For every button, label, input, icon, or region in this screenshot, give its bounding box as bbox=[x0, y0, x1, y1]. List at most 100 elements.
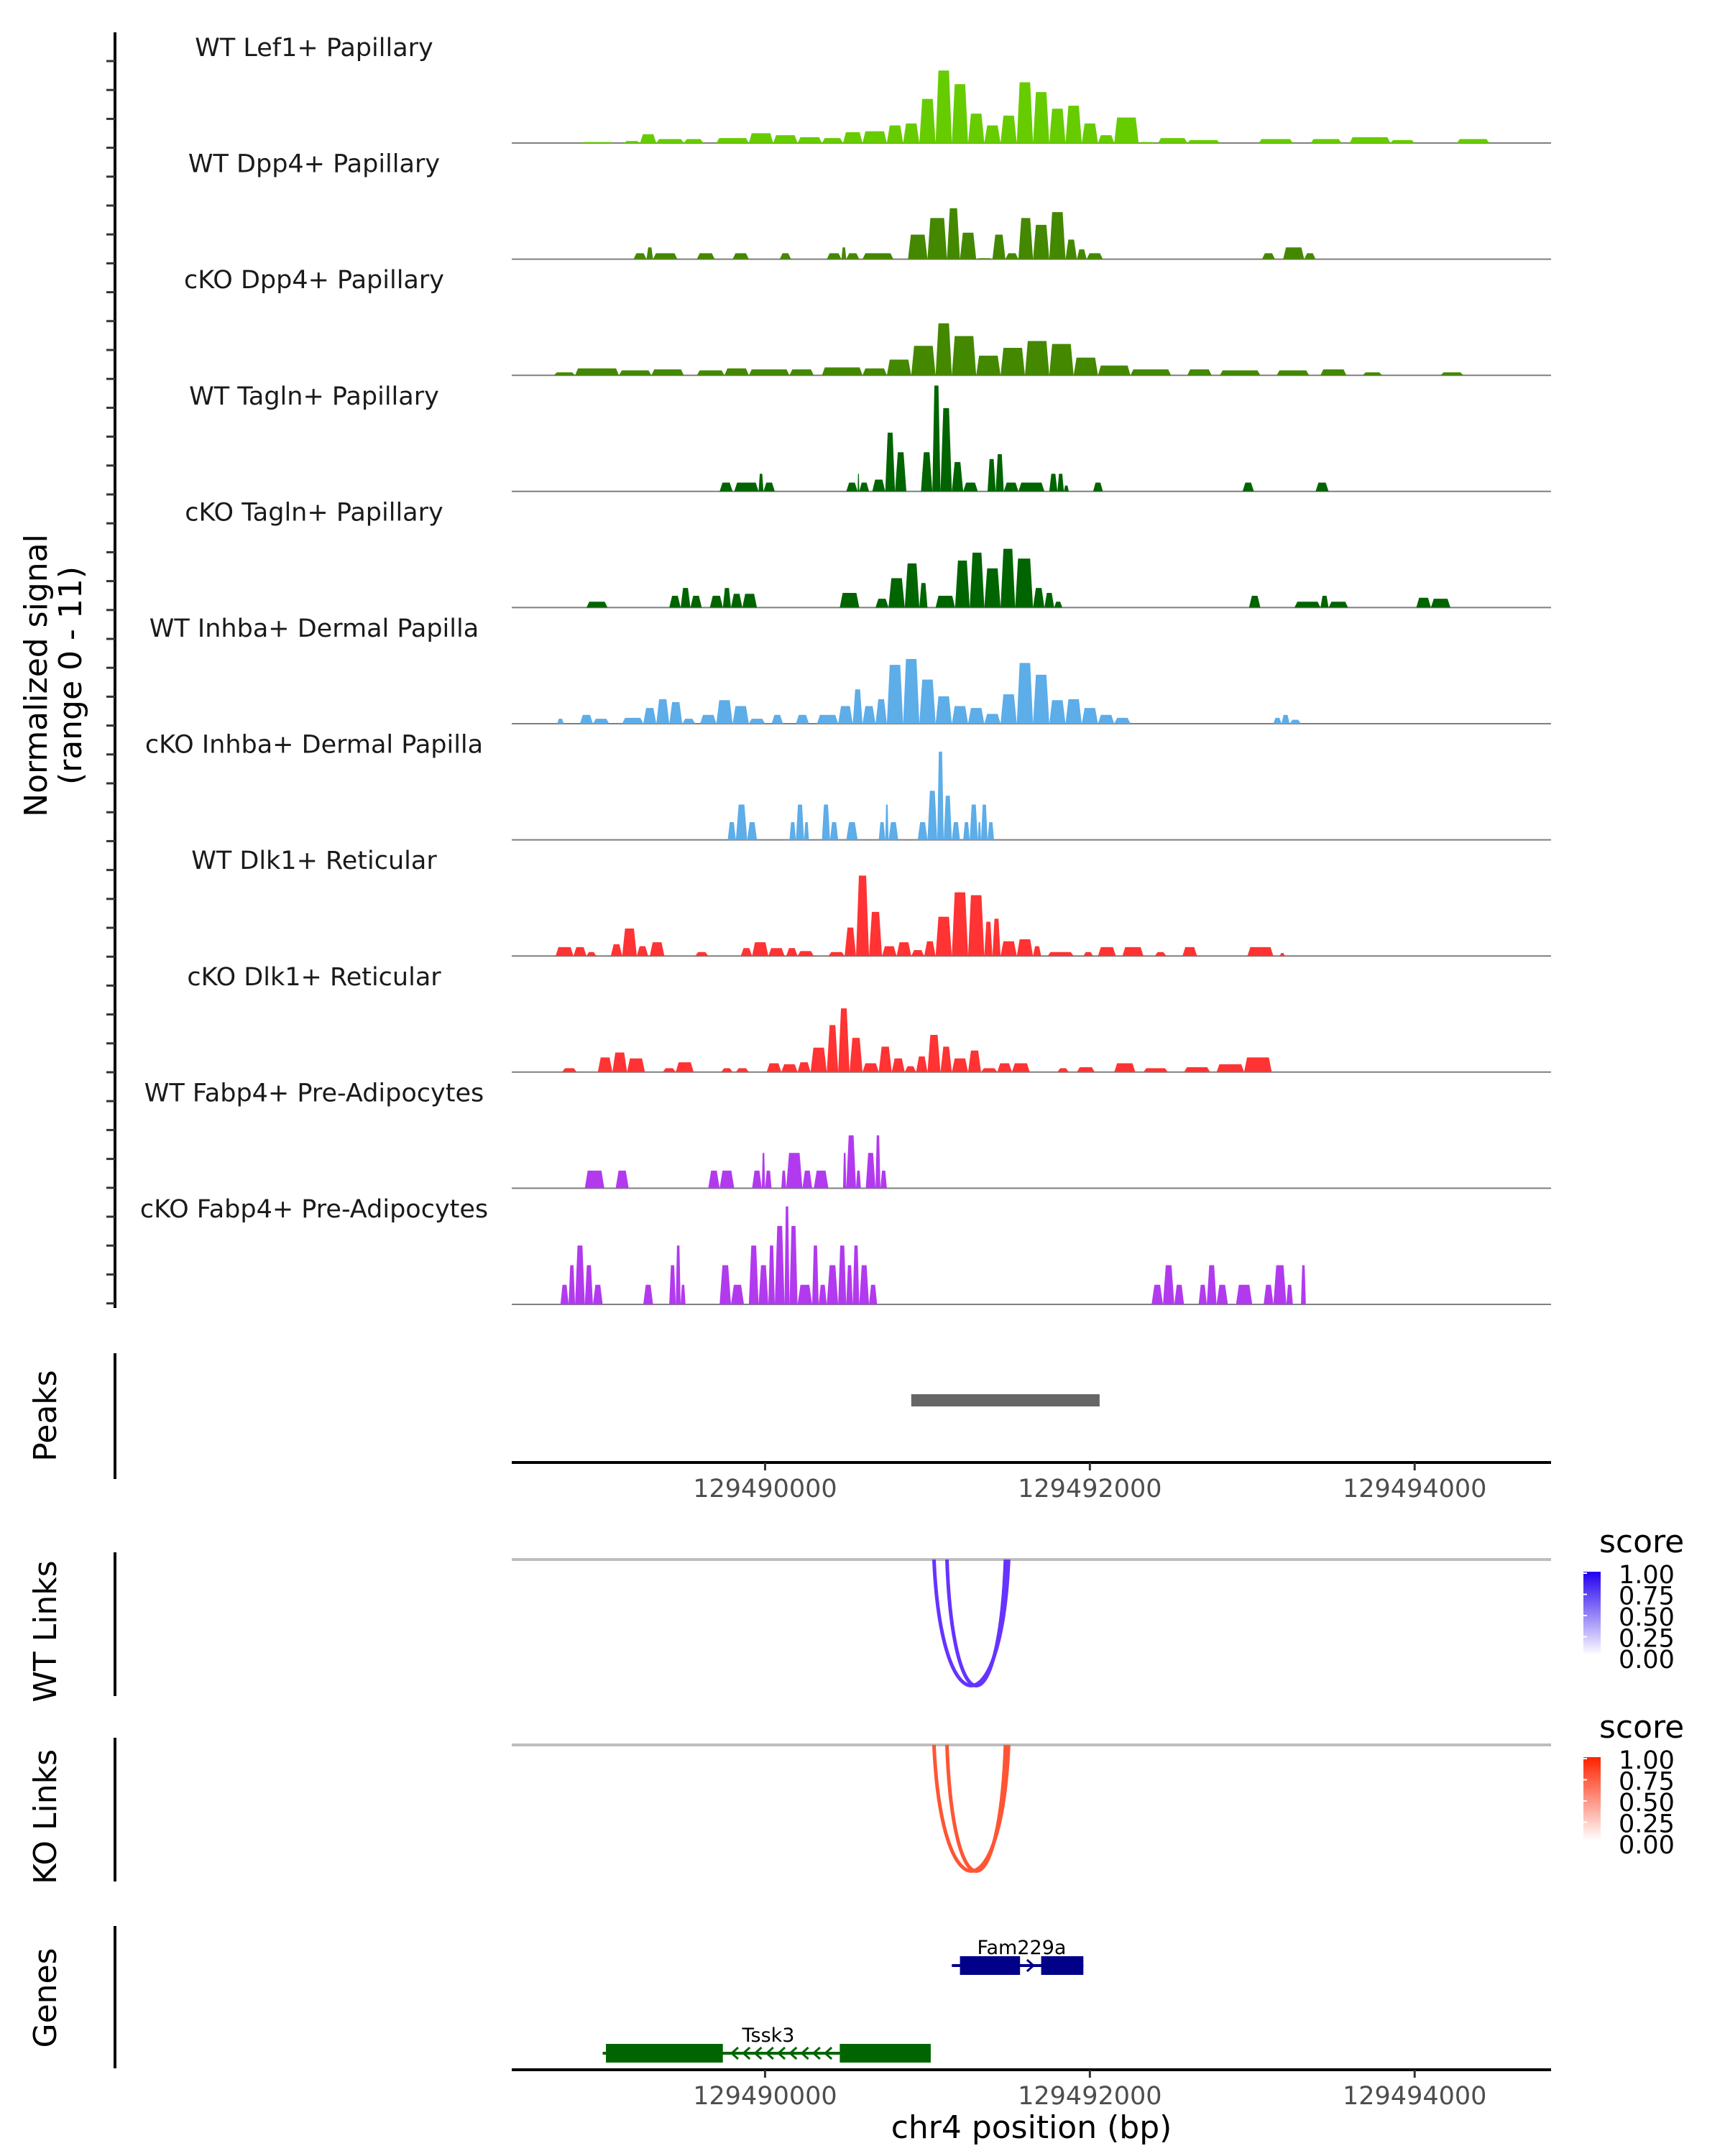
strand-arrow-icon bbox=[765, 2046, 774, 2060]
coverage-bin bbox=[838, 706, 853, 724]
coverage-bin bbox=[811, 1245, 819, 1304]
coverage-track: cKO Fabp4+ Pre-Adipocytes bbox=[140, 1195, 1551, 1305]
coverage-bin bbox=[623, 141, 640, 143]
coverage-bin bbox=[1114, 117, 1139, 143]
coverage-bin bbox=[916, 1056, 928, 1072]
coverage-bin bbox=[586, 952, 597, 957]
coverage-bin bbox=[676, 1245, 681, 1304]
coverage-bin bbox=[1000, 548, 1016, 608]
coverage-bin bbox=[680, 1284, 686, 1304]
coverage-bin bbox=[1158, 138, 1187, 143]
coverage-bin bbox=[584, 1265, 593, 1304]
coverage-track-label: WT Dlk1+ Reticular bbox=[191, 847, 437, 875]
coverage-bin bbox=[970, 804, 978, 840]
coverage-bin bbox=[859, 482, 870, 492]
coverage-bin bbox=[1259, 139, 1293, 143]
coverage-bin bbox=[976, 258, 993, 259]
coverage-bin bbox=[612, 1052, 627, 1072]
gene-exon bbox=[840, 2044, 931, 2063]
coverage-bin bbox=[1082, 708, 1098, 724]
coverage-bin bbox=[797, 1284, 812, 1304]
coverage-bin bbox=[748, 369, 790, 376]
coverage-bin bbox=[1276, 370, 1310, 376]
legend-label: 0.25 bbox=[1619, 1810, 1675, 1839]
coverage-bin bbox=[1283, 247, 1305, 259]
coverage-bin bbox=[828, 952, 845, 957]
coverage-bin bbox=[796, 714, 809, 724]
coverage-bin bbox=[952, 892, 968, 957]
coverage-bin bbox=[763, 482, 776, 492]
coverage-track-label: cKO Dpp4+ Papillary bbox=[184, 266, 444, 295]
coverage-bin bbox=[1065, 699, 1082, 724]
coverage-bin bbox=[1114, 717, 1131, 724]
coverage-bin bbox=[937, 751, 944, 840]
coverage-bin bbox=[1000, 941, 1017, 957]
coverage-track: WT Dlk1+ Reticular bbox=[191, 847, 1551, 957]
coverage-track-label: cKO Fabp4+ Pre-Adipocytes bbox=[140, 1195, 488, 1224]
coverage-bin bbox=[927, 791, 937, 840]
coverage-bin bbox=[1018, 218, 1034, 259]
coverage-bin bbox=[1390, 139, 1415, 143]
coverage-bin bbox=[935, 916, 952, 957]
coverage-bin bbox=[1349, 137, 1391, 143]
coverage-tracks: WT Lef1+ Papillary WT Dpp4+ Papillary cKO … bbox=[140, 34, 1551, 1305]
coverage-bin bbox=[1098, 946, 1116, 957]
coverage-bin bbox=[1057, 1068, 1069, 1072]
strand-arrow-icon bbox=[741, 2046, 751, 2060]
x-axis-tick-label: 129490000 bbox=[693, 1475, 837, 1503]
coverage-bin bbox=[719, 1170, 735, 1189]
coverage-bin bbox=[838, 1245, 847, 1304]
coverage-bin bbox=[553, 372, 576, 376]
strand-arrow-icon bbox=[1026, 1958, 1036, 1973]
coverage-bin bbox=[1243, 1057, 1272, 1072]
coverage-bin bbox=[992, 234, 1006, 259]
coverage-bin bbox=[822, 138, 843, 143]
coverage-bin bbox=[952, 706, 968, 724]
coverage-bin bbox=[846, 482, 858, 492]
legend-colorbar bbox=[1583, 1572, 1601, 1655]
coverage-bin bbox=[1143, 1068, 1168, 1072]
coverage-bin bbox=[857, 474, 860, 492]
coverage-bin bbox=[696, 253, 715, 259]
x-axis-tick-label: 129492000 bbox=[1018, 1475, 1162, 1503]
coverage-bin bbox=[1416, 597, 1431, 608]
gene-exon bbox=[606, 2044, 723, 2063]
coverage-bin bbox=[862, 253, 893, 259]
coverage-bin bbox=[734, 482, 759, 492]
coverage-bin bbox=[797, 1062, 811, 1072]
coverage-bin bbox=[771, 714, 783, 724]
coverage-bin bbox=[1220, 370, 1261, 376]
coverage-bin bbox=[1216, 1284, 1228, 1304]
coverage-bin bbox=[1320, 596, 1329, 608]
peak-bar bbox=[911, 1394, 1100, 1406]
link-arc bbox=[945, 1559, 1008, 1687]
coverage-bin bbox=[1315, 482, 1329, 492]
coverage-bin bbox=[1016, 663, 1034, 724]
legend-label: 0.75 bbox=[1619, 1583, 1675, 1611]
coverage-bin bbox=[822, 367, 863, 376]
coverage-bin bbox=[1077, 1067, 1095, 1072]
coverage-bin bbox=[804, 822, 809, 840]
strand-arrow-icon bbox=[800, 2046, 809, 2060]
coverage-bin bbox=[556, 946, 574, 957]
coverage-bin bbox=[740, 948, 753, 957]
coverage-bin bbox=[727, 822, 736, 840]
coverage-bin bbox=[1098, 714, 1115, 724]
coverage-bin bbox=[935, 696, 952, 724]
coverage-bin bbox=[963, 822, 970, 840]
coverage-bin bbox=[1049, 474, 1058, 492]
coverage-bin bbox=[682, 719, 696, 724]
coverage-bin bbox=[1294, 602, 1321, 608]
legend-label: 0.00 bbox=[1619, 1646, 1675, 1674]
coverage-bin bbox=[1216, 1064, 1244, 1072]
coverage-bin bbox=[610, 944, 622, 957]
coverage-bin bbox=[651, 369, 684, 376]
gene-models: Fam229a Tssk3 bbox=[602, 1937, 1084, 2063]
coverage-bin bbox=[880, 1170, 887, 1189]
y-axis-title-line2: (range 0 - 11) bbox=[52, 566, 89, 785]
coverage-bin bbox=[758, 474, 764, 492]
coverage-bin bbox=[1310, 139, 1342, 143]
coverage-bin bbox=[875, 1135, 880, 1189]
coverage-bin bbox=[633, 253, 647, 259]
coverage-bin bbox=[886, 125, 903, 143]
